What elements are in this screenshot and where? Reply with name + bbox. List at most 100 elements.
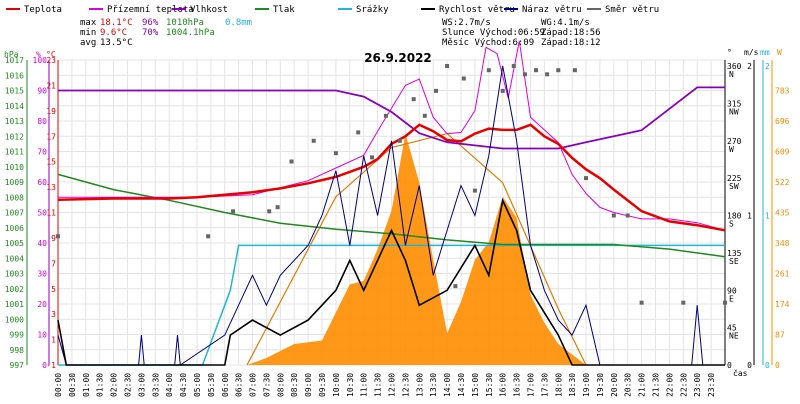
pressure-tick-label: 1004 <box>5 254 24 263</box>
time-tick-label: 18:30 <box>568 373 577 397</box>
wind-direction-point <box>639 300 644 305</box>
time-tick-label: 02:00 <box>110 373 119 397</box>
stat-min-press: 1004.1hPa <box>166 28 215 38</box>
wind-direction-point <box>383 113 388 118</box>
stat-min-label: min <box>80 28 96 38</box>
direction-name-label: SW <box>729 182 739 191</box>
temperature-tick-label: 21 <box>46 81 56 90</box>
humidity-tick-label: 30 <box>37 270 47 279</box>
wind-direction-point <box>434 88 438 93</box>
time-tick-label: 07:30 <box>262 373 271 397</box>
humidity-tick-label: 60 <box>37 178 47 187</box>
time-tick-label: 19:00 <box>582 373 591 397</box>
stat-max-rain: 0.8mm <box>225 18 252 28</box>
rain-line <box>58 244 725 366</box>
humidity-axis-label: % <box>36 50 41 59</box>
pressure-tick-label: 1015 <box>5 87 24 96</box>
time-tick-label: 12:30 <box>401 373 410 397</box>
time-tick-label: 19:30 <box>596 373 605 397</box>
pressure-tick-label: 1008 <box>5 193 24 202</box>
legend-label: Tlak <box>273 5 295 15</box>
time-tick-label: 08:00 <box>276 373 285 397</box>
wind-direction-point <box>231 209 236 214</box>
time-tick-label: 11:00 <box>360 373 369 397</box>
temperature-tick-label: 3 <box>51 310 56 319</box>
temperature-axis-label: °C <box>46 50 56 59</box>
humidity-tick-label: 50 <box>37 209 47 218</box>
legend-label: Náraz větru <box>522 5 582 15</box>
direction-name-label: SE <box>729 257 739 266</box>
temperature-tick-label: 7 <box>51 259 56 268</box>
wind-direction-point <box>461 76 466 81</box>
stat-sun: Slunce Východ:06:59 <box>442 28 545 38</box>
pressure-tick-label: 1011 <box>5 148 24 157</box>
rain-axis-label: mm <box>760 48 770 57</box>
solar-tick-label: 609 <box>775 148 790 157</box>
humidity-tick-label: 20 <box>37 300 47 309</box>
solar-tick-label: 435 <box>775 209 790 218</box>
wind-tick-label: 1 <box>747 212 752 221</box>
direction-name-label: E <box>729 294 734 303</box>
wind-tick-label: 2 <box>747 62 752 71</box>
pressure-tick-label: 1014 <box>5 102 24 111</box>
pressure-tick-label: 1003 <box>5 270 24 279</box>
direction-tick-label: 0 <box>727 361 732 370</box>
humidity-tick-label: 80 <box>37 117 47 126</box>
solar-tick-label: 87 <box>775 331 785 340</box>
humidity-tick-label: 40 <box>37 239 47 248</box>
solar-tick-label: 174 <box>775 300 790 309</box>
time-tick-label: 22:00 <box>665 373 674 397</box>
wind-direction-point <box>500 88 505 93</box>
pressure-tick-label: 1013 <box>5 117 24 126</box>
time-tick-label: 14:30 <box>457 373 466 397</box>
stat-moon: Měsíc Východ:6:09 <box>442 38 534 48</box>
temperature-line <box>57 123 726 232</box>
time-tick-label: 21:30 <box>652 373 661 397</box>
axes: 1017101610151014101310121011101010091008… <box>4 48 790 397</box>
time-tick-label: 09:30 <box>318 373 327 397</box>
stat-moon-set: Západ:18:12 <box>541 38 601 48</box>
time-tick-label: 11:30 <box>374 373 383 397</box>
wind-direction-point <box>584 176 588 181</box>
wind-direction-point <box>422 113 427 118</box>
pressure-tick-label: 1006 <box>5 224 24 233</box>
stat-ws: WS:2.7m/s <box>442 18 491 28</box>
direction-name-label: NE <box>729 332 739 341</box>
pressure-tick-label: 1005 <box>5 239 24 248</box>
pressure-tick-label: 999 <box>10 331 25 340</box>
time-tick-label: 23:30 <box>707 373 716 397</box>
wind-direction-point <box>275 205 280 210</box>
time-tick-label: 20:00 <box>610 373 619 397</box>
legend-label: Vlhkost <box>190 5 228 15</box>
wind-direction-point <box>356 130 361 135</box>
time-tick-label: 20:30 <box>624 373 633 397</box>
ground-temperature-line <box>58 40 726 231</box>
time-tick-label: 12:00 <box>388 373 397 397</box>
temperature-tick-label: 23 <box>46 56 56 65</box>
direction-tick-label: 180 <box>727 212 742 221</box>
temperature-tick-label: 1 <box>51 336 56 345</box>
wind-direction-point <box>545 72 550 77</box>
time-tick-label: 09:00 <box>304 373 313 397</box>
time-tick-label: 23:00 <box>693 373 702 397</box>
temperature-tick-label: 19 <box>46 107 56 116</box>
time-tick-label: 22:30 <box>679 373 688 397</box>
pressure-line <box>57 173 726 258</box>
time-tick-label: 04:00 <box>165 373 174 397</box>
wind-gust-line <box>57 65 725 366</box>
wind-direction-point <box>445 64 450 68</box>
stat-wg: WG:4.1m/s <box>541 18 590 28</box>
solar-tick-label: 0 <box>775 361 780 370</box>
temperature-tick-label: -1 <box>46 361 56 370</box>
wind-direction-point <box>370 155 374 160</box>
wind-direction-point <box>472 188 477 193</box>
stat-min-temp: 9.6°C <box>100 28 127 38</box>
direction-name-label: S <box>729 220 734 229</box>
time-tick-label: 02:30 <box>123 373 132 397</box>
time-tick-label: 17:30 <box>540 373 549 397</box>
time-tick-label: 16:30 <box>513 373 522 397</box>
pressure-tick-label: 1001 <box>5 300 24 309</box>
time-tick-label: 16:00 <box>499 373 508 397</box>
